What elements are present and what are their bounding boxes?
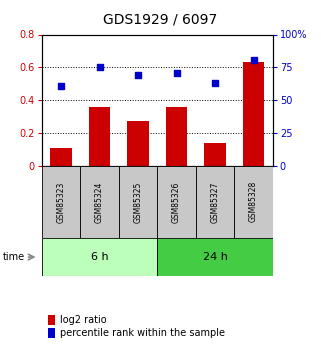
- Bar: [157, 238, 273, 276]
- Text: GSM85323: GSM85323: [56, 181, 65, 223]
- Bar: [80, 166, 119, 238]
- Text: GSM85324: GSM85324: [95, 181, 104, 223]
- Text: 6 h: 6 h: [91, 252, 108, 262]
- Text: GSM85326: GSM85326: [172, 181, 181, 223]
- Point: [251, 57, 256, 63]
- Point: [97, 65, 102, 70]
- Text: GSM85327: GSM85327: [211, 181, 220, 223]
- Bar: [127, 121, 149, 166]
- Text: 24 h: 24 h: [203, 252, 228, 262]
- Text: time: time: [3, 252, 25, 262]
- Bar: [196, 166, 234, 238]
- Bar: [42, 238, 157, 276]
- Bar: [234, 166, 273, 238]
- Text: GSM85325: GSM85325: [134, 181, 143, 223]
- Bar: [119, 166, 157, 238]
- Bar: [204, 143, 226, 166]
- Bar: [50, 148, 72, 166]
- Text: GSM85328: GSM85328: [249, 181, 258, 223]
- Text: percentile rank within the sample: percentile rank within the sample: [60, 328, 225, 338]
- Text: log2 ratio: log2 ratio: [60, 315, 107, 325]
- Bar: [89, 107, 110, 166]
- Bar: [243, 62, 264, 166]
- Point: [174, 70, 179, 75]
- Bar: [157, 166, 196, 238]
- Point: [213, 80, 218, 86]
- Bar: [42, 166, 80, 238]
- Point: [58, 83, 64, 88]
- Bar: [166, 107, 187, 166]
- Point: [135, 72, 141, 78]
- Text: GDS1929 / 6097: GDS1929 / 6097: [103, 12, 218, 26]
